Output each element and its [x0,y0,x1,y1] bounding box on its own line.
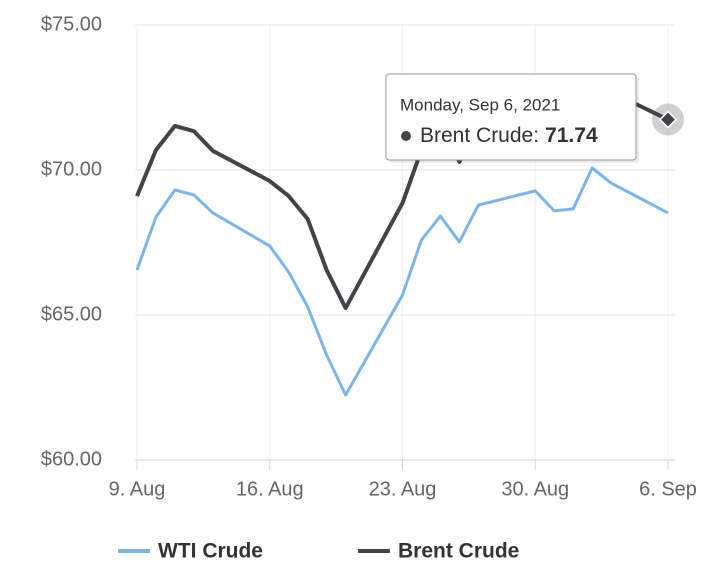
tooltip-separator: : [533,124,539,147]
y-tick-label: $70.00 [41,158,102,180]
x-tick-label: 6. Sep [639,478,697,500]
tooltip-value: 71.74 [545,124,598,147]
tooltip-series-name: Brent Crude [420,124,533,147]
legend: WTI Crude Brent Crude [118,540,519,563]
x-tick-label: 16. Aug [236,478,304,500]
x-tick-label: 23. Aug [369,478,437,500]
y-tick-label: $60.00 [41,448,102,470]
series-line [135,166,669,397]
y-tick-label: $65.00 [41,303,102,325]
x-tick-label: 9. Aug [109,478,166,500]
legend-label: WTI Crude [158,540,263,563]
tooltip-box [385,73,637,161]
legend-label: Brent Crude [398,540,519,563]
grid: $60.00 $65.00 $70.00 $75.00 9. Aug 16. Aug 23.… [41,13,697,500]
tooltip-header: Monday, Sep 6, 2021 [400,95,560,114]
tooltip-line: Brent Crude: 71.74 [420,124,598,147]
tooltip-bullet [401,131,411,141]
x-tick-label: 30. Aug [501,478,569,500]
y-tick-label: $75.00 [41,13,102,35]
hover-marker [658,110,678,129]
tooltip: Monday, Sep 6, 2021 Brent Crude: 71.74 [385,73,684,163]
